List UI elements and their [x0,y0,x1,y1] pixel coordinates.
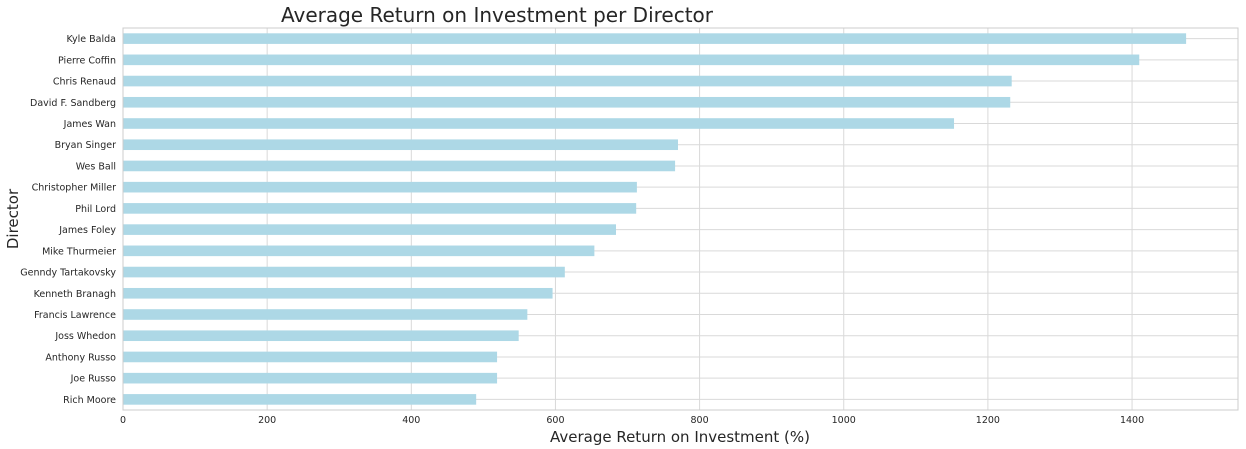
y-category-label: Kenneth Branagh [34,289,116,300]
x-tick-label: 600 [546,415,564,426]
x-tick-label: 800 [691,415,709,426]
x-tick-label: 200 [258,415,276,426]
y-axis-label: Director [4,188,22,249]
y-category-label: Genndy Tartakovsky [20,268,116,279]
y-category-label: Anthony Russo [45,352,116,363]
x-axis-label: Average Return on Investment (%) [550,428,810,446]
bar [123,372,498,384]
x-tick-label: 1400 [1120,415,1144,426]
bar [123,75,1012,87]
y-category-label: Joe Russo [70,374,117,385]
y-category-label: Rich Moore [63,395,116,406]
y-category-label: David F. Sandberg [30,98,116,109]
y-category-label: Pierre Coffin [58,55,116,66]
x-tick-label: 1200 [976,415,1000,426]
y-category-labels: Kyle Balda Pierre Coffin Chris Renaud David… [20,34,116,406]
plot-frame [122,27,1239,411]
y-category-label: Francis Lawrence [34,310,116,321]
y-category-label: Christopher Miller [32,183,116,194]
bar [123,96,1011,108]
bar [123,330,519,342]
bar [123,224,616,235]
bar [123,245,595,257]
y-category-label: Joss Whedon [54,331,116,342]
bar [123,203,637,214]
y-category-label: Mike Thurmeier [42,246,116,257]
bar [123,33,1187,44]
bar [123,160,676,172]
x-tick-label: 1000 [832,415,856,426]
bar [123,139,678,151]
bars [123,33,1187,405]
y-category-label: Chris Renaud [53,77,116,88]
y-category-label: Kyle Balda [67,34,117,45]
y-category-label: Wes Ball [76,161,116,172]
bar [123,266,565,278]
y-category-label: James Foley [58,225,116,236]
y-category-label: Phil Lord [75,204,116,215]
bar [123,54,1140,66]
bar [123,181,637,193]
bar [123,394,477,405]
x-tick-label: 0 [120,415,126,426]
chart-title: Average Return on Investment per Directo… [281,3,714,27]
bar [123,287,553,299]
x-tick-labels: 0 200 400 600 800 1000 1200 1400 [120,415,1144,426]
bar [123,309,528,320]
bar [123,351,498,363]
x-tick-label: 400 [402,415,420,426]
bar [123,118,955,129]
y-category-label: Bryan Singer [55,140,116,151]
y-category-label: James Wan [63,119,116,130]
